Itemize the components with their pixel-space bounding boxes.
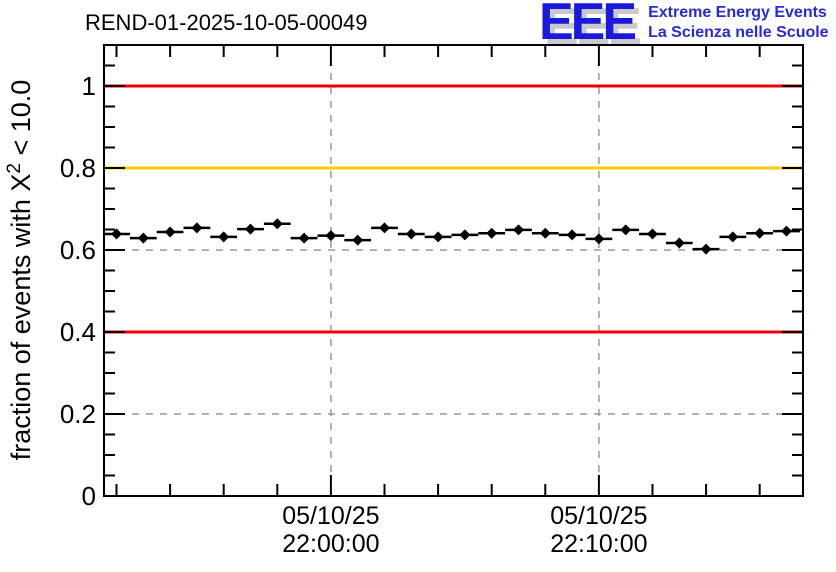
eee-logo-line2: La Scienza nelle Scuole — [648, 24, 829, 41]
eee-logo: EEE Extreme Energy Events La Scienza nel… — [539, 0, 829, 51]
data-point — [727, 231, 739, 243]
y-tick-label: 0.2 — [60, 399, 96, 429]
data-point — [620, 224, 632, 236]
y-tick-label: 0.8 — [60, 153, 96, 183]
data-point — [164, 226, 176, 238]
data-point — [271, 218, 283, 230]
data-point — [539, 227, 551, 239]
data-point — [352, 234, 364, 246]
data-point — [566, 229, 578, 241]
y-tick-label: 0.4 — [60, 317, 96, 347]
y-tick-label: 1 — [82, 71, 96, 101]
data-point — [244, 223, 256, 235]
eee-logo-line1: Extreme Energy Events — [648, 4, 827, 21]
page-title: REND-01-2025-10-05-00049 — [85, 10, 368, 35]
x-tick-label-date: 05/10/25 — [282, 502, 379, 530]
data-point — [780, 225, 792, 237]
data-point — [378, 222, 390, 234]
y-tick-label: 0 — [82, 481, 96, 511]
eee-logo-acronym: EEE — [539, 0, 637, 51]
data-point — [754, 227, 766, 239]
data-point — [459, 229, 471, 241]
eee-logo-text: Extreme Energy Events La Scienza nelle S… — [648, 3, 829, 43]
y-tick-label: 0.6 — [60, 235, 96, 265]
plot-frame — [103, 44, 804, 497]
data-point — [325, 230, 337, 242]
data-point — [111, 228, 123, 240]
data-point — [191, 222, 203, 234]
data-point — [137, 232, 149, 244]
data-point — [646, 228, 658, 240]
data-point — [405, 228, 417, 240]
data-point — [432, 231, 444, 243]
data-point — [486, 227, 498, 239]
data-point — [593, 233, 605, 245]
x-tick-label-date: 05/10/25 — [550, 502, 647, 530]
data-point — [298, 232, 310, 244]
x-tick-label-time: 22:00:00 — [282, 530, 379, 558]
y-axis-title: fraction of events with X2 < 10.0 — [4, 80, 36, 461]
data-point — [673, 237, 685, 249]
data-point — [218, 231, 230, 243]
data-point — [512, 224, 524, 236]
data-series — [104, 218, 800, 255]
data-point — [700, 243, 712, 255]
x-tick-label-time: 22:10:00 — [550, 530, 647, 558]
